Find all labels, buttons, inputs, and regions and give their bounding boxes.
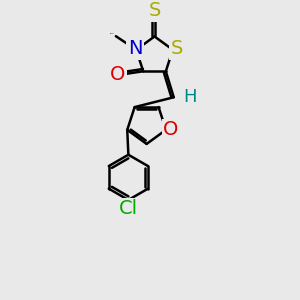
Text: N: N xyxy=(128,39,142,58)
Text: S: S xyxy=(171,39,183,58)
Text: methyl: methyl xyxy=(110,33,115,34)
Text: O: O xyxy=(163,120,178,140)
Text: O: O xyxy=(110,65,126,84)
Text: S: S xyxy=(148,1,161,20)
Text: Cl: Cl xyxy=(119,199,138,218)
Text: H: H xyxy=(183,88,196,106)
